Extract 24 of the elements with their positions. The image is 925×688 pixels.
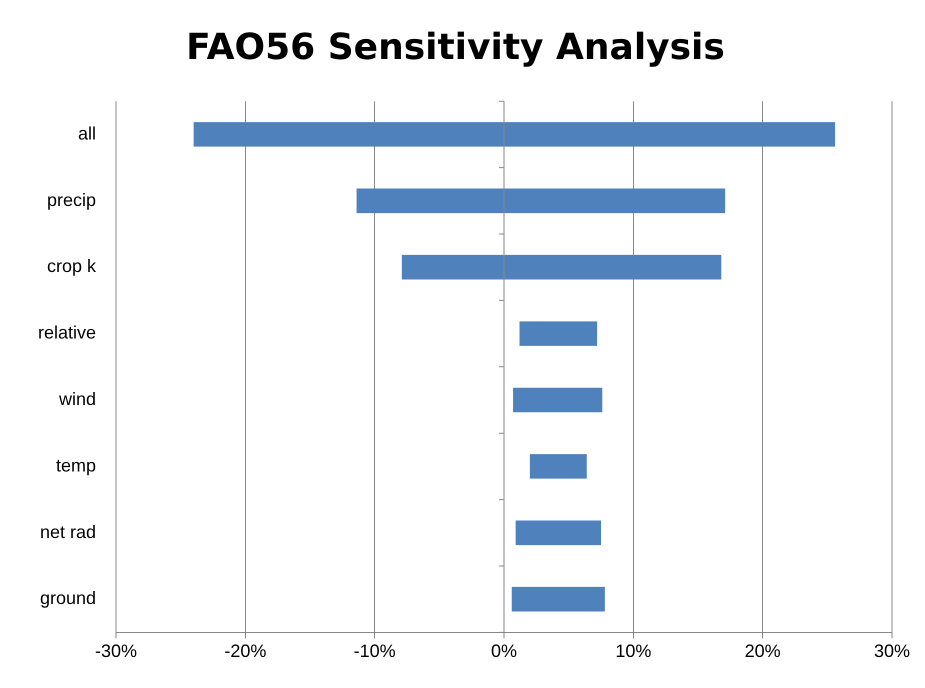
x-tick-label: 30% <box>874 641 910 662</box>
x-tick-label: 0% <box>491 641 518 662</box>
bar <box>512 586 605 612</box>
bar <box>513 388 602 412</box>
bar <box>530 454 587 479</box>
bar <box>520 321 598 346</box>
y-tick-label: net rad <box>40 522 96 542</box>
x-tick-label: -20% <box>224 641 266 662</box>
y-tick-label: all <box>78 123 96 144</box>
chart-title: FAO56 Sensitivity Analysis <box>186 26 725 68</box>
x-tick-label: -30% <box>95 641 138 662</box>
y-tick-label: temp <box>56 455 96 476</box>
bar <box>356 188 726 214</box>
y-tick-label: precip <box>46 190 96 210</box>
bar <box>402 254 722 280</box>
y-tick-label: ground <box>40 588 96 608</box>
bar <box>194 122 836 147</box>
bar <box>516 520 601 546</box>
x-tick-label: 10% <box>615 641 652 662</box>
x-tick-label: -10% <box>354 641 396 662</box>
x-tick-label: 20% <box>744 641 781 662</box>
y-tick-label: relative <box>38 322 96 343</box>
y-tick-label: crop k <box>46 256 98 276</box>
y-tick-label: wind <box>58 388 96 409</box>
